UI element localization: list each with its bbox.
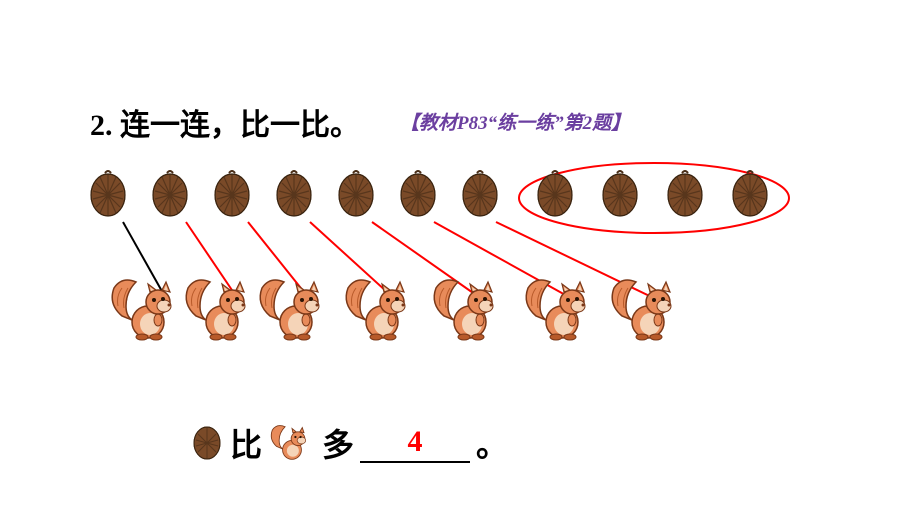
pinecone-icon — [153, 171, 187, 216]
squirrel-icon — [612, 280, 671, 340]
pinecone-icon — [215, 171, 249, 216]
answer-value: 4 — [408, 425, 423, 458]
pinecone-icon — [463, 171, 497, 216]
pinecone-icon — [190, 423, 224, 463]
pinecone-icon — [603, 171, 637, 216]
pinecone-icon — [401, 171, 435, 216]
answer-middle: 多 — [322, 420, 354, 466]
answer-sentence: 比 多 4 。 — [190, 420, 508, 466]
squirrel-icon — [268, 420, 316, 466]
pinecone-icon — [277, 171, 311, 216]
squirrel-icon — [346, 280, 405, 340]
pinecone-icon — [91, 171, 125, 216]
pinecone-icon — [339, 171, 373, 216]
answer-prefix: 比 — [230, 420, 262, 466]
squirrel-icon — [434, 280, 493, 340]
answer-blank: 4 — [360, 424, 470, 463]
pinecone-icon — [668, 171, 702, 216]
answer-suffix: 。 — [476, 420, 508, 466]
squirrel-icon — [260, 280, 319, 340]
squirrel-icon — [186, 280, 245, 340]
squirrel-icon — [112, 280, 171, 340]
